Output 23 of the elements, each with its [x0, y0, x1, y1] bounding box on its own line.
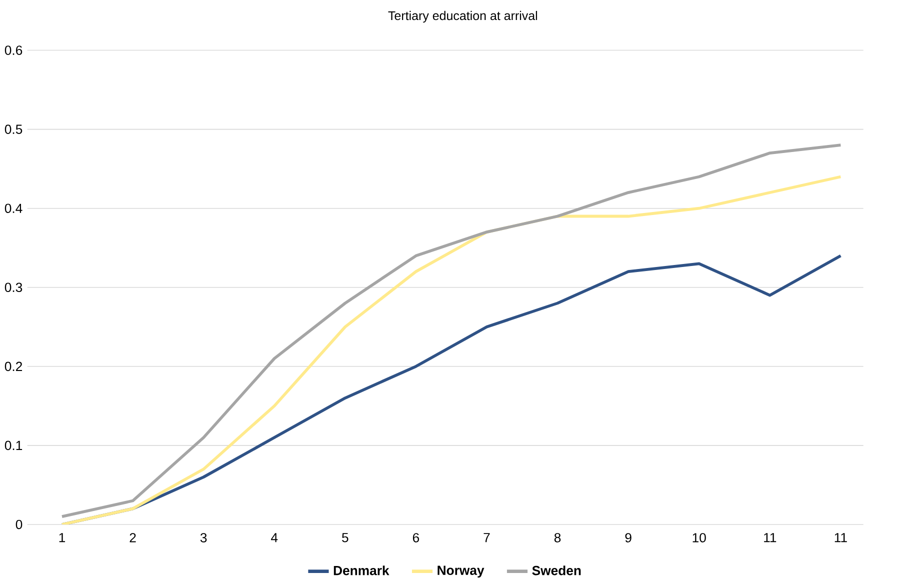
x-tick-label: 7 — [484, 533, 490, 542]
x-tick-label: 6 — [412, 533, 420, 543]
x-tick-label: 5 — [342, 533, 348, 542]
y-tick-label: 0.3 — [4, 282, 22, 292]
y-tick-label: 0.5 — [4, 124, 22, 134]
x-tick-label: 8 — [554, 533, 561, 543]
x-tick-label: 2 — [130, 533, 136, 542]
y-tick-label: 0.6 — [4, 46, 22, 56]
y-tick-label: 0 — [16, 520, 22, 530]
x-tick-label: 1 — [59, 533, 66, 542]
legend-label: Norway — [438, 566, 484, 578]
legend-label: Denmark — [334, 566, 390, 576]
y-tick-label: 0.1 — [4, 441, 22, 450]
y-tick-label: 0.4 — [4, 204, 22, 214]
x-tick-label: 4 — [271, 533, 278, 542]
x-tick-label: 10 — [692, 533, 706, 543]
legend-label: Sweden — [532, 566, 581, 576]
x-tick-label: 11 — [834, 533, 847, 542]
x-tick-label: 9 — [625, 533, 632, 543]
y-tick-label: 0.2 — [4, 362, 22, 372]
x-tick-label: 11 — [764, 533, 776, 542]
x-tick-label: 3 — [200, 533, 207, 543]
chart-title: Tertiary education at arrival — [388, 11, 538, 23]
